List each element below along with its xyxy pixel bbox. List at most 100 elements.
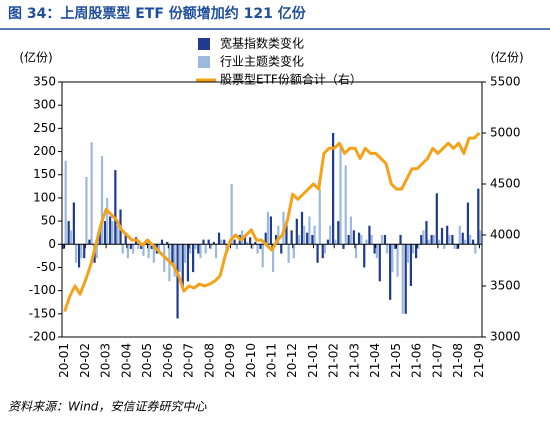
bar [246, 241, 249, 245]
bar [469, 235, 472, 245]
legend-swatch [198, 38, 210, 50]
bar [140, 244, 143, 249]
bar [129, 244, 132, 249]
bar [249, 237, 252, 245]
bar [256, 244, 259, 254]
x-tick-label: 21-04 [368, 343, 382, 378]
x-tick-label: 20-09 [223, 343, 237, 378]
bar [287, 244, 290, 263]
bar [329, 225, 332, 245]
x-tick-label: 21-07 [430, 343, 444, 378]
legend-swatch [198, 56, 210, 68]
bar [303, 225, 306, 245]
y-tick-label: 100 [33, 190, 56, 204]
bar [80, 244, 83, 259]
bar [378, 244, 381, 282]
bar [313, 225, 316, 245]
bar [360, 235, 363, 245]
bar [204, 244, 207, 254]
bar [85, 177, 88, 245]
bar [88, 239, 91, 245]
bar [230, 184, 233, 245]
x-tick-label: 20-04 [119, 343, 133, 378]
bar [137, 244, 140, 249]
x-tick-label: 20-01 [57, 343, 71, 378]
legend-label: 行业主题类变化 [220, 54, 304, 69]
bar [178, 244, 181, 273]
bar [192, 244, 195, 273]
bar [427, 239, 430, 245]
bar [318, 188, 321, 245]
bar [132, 244, 135, 254]
y-tick-label: 150 [33, 167, 56, 181]
y2-tick-label: 3500 [490, 279, 521, 293]
y-tick-label: -100 [29, 283, 56, 297]
bar [266, 211, 270, 245]
bar [357, 232, 361, 245]
bar [373, 244, 376, 254]
bar [194, 244, 197, 249]
x-tick-label: 21-05 [389, 343, 403, 378]
bar [62, 244, 65, 249]
bar [116, 225, 119, 245]
bar [443, 244, 446, 249]
bar [207, 239, 210, 245]
bar [300, 211, 304, 245]
bar [409, 244, 412, 286]
bar [404, 244, 407, 314]
bar [220, 239, 223, 245]
bar [290, 230, 293, 245]
x-tick-label: 20-12 [285, 343, 299, 378]
y-tick-label: 250 [33, 121, 56, 135]
bar [414, 244, 418, 259]
y2-tick-label: 5500 [490, 75, 521, 89]
chart-title: 图 34：上周股票型 ETF 份额增加约 121 亿份 [8, 5, 307, 22]
y-axis-label: (亿份) [19, 50, 52, 65]
bar [474, 244, 477, 254]
x-tick-label: 20-02 [78, 343, 92, 378]
bar [437, 239, 441, 245]
bar [77, 244, 81, 268]
bar [456, 244, 459, 249]
bar [316, 244, 319, 263]
x-tick-label: 21-01 [306, 343, 320, 378]
bar [199, 244, 202, 259]
bar [103, 221, 107, 245]
bar [422, 230, 425, 245]
bar [259, 244, 262, 249]
y2-tick-label: 5000 [490, 126, 521, 140]
bar [166, 241, 169, 245]
bar [214, 244, 218, 259]
bar [235, 244, 238, 249]
bar [142, 244, 145, 256]
bar [272, 244, 275, 273]
bar [417, 244, 420, 249]
bar [72, 202, 75, 245]
bar [326, 239, 330, 245]
bar [344, 165, 347, 245]
bar [363, 244, 366, 268]
bar [332, 133, 335, 245]
x-tick-label: 21-03 [347, 343, 361, 378]
bar [152, 244, 155, 263]
bar [352, 230, 355, 245]
bar [292, 244, 295, 259]
y2-tick-label: 4500 [490, 177, 521, 191]
bar [432, 235, 435, 245]
bar [399, 235, 402, 245]
bar [264, 232, 267, 245]
bar [98, 230, 101, 245]
bar [337, 221, 340, 245]
bar [223, 239, 226, 245]
bar [463, 239, 467, 245]
bar [479, 230, 482, 245]
bar [183, 244, 187, 263]
bar [189, 244, 192, 254]
bar [64, 160, 67, 245]
bar [435, 193, 438, 245]
y-tick-label: 200 [33, 144, 56, 158]
bar [461, 232, 464, 245]
bar [347, 235, 350, 245]
bar [121, 244, 124, 254]
